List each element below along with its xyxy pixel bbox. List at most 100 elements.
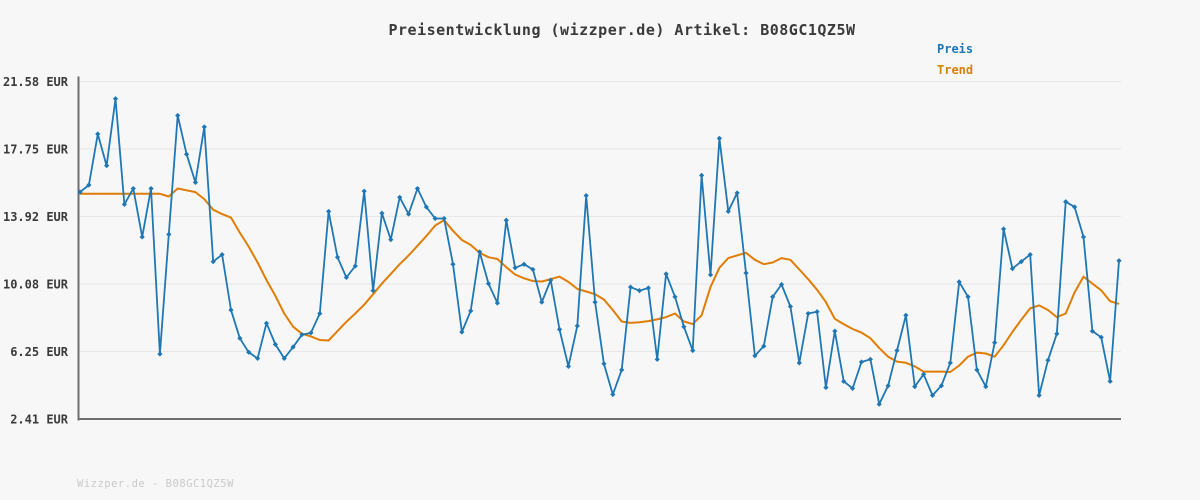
price-point-marker (956, 279, 962, 285)
price-point-marker (805, 310, 811, 317)
price-point-marker (272, 341, 278, 347)
price-point-marker (965, 294, 971, 300)
price-point-marker (832, 328, 838, 334)
price-point-marker (423, 204, 429, 210)
price-point-marker (255, 355, 261, 362)
price-point-marker (610, 391, 616, 398)
y-tick-label: 21.58 EUR (3, 75, 69, 89)
price-point-marker (441, 215, 447, 222)
price-point-marker (308, 330, 314, 336)
price-point-marker (1080, 234, 1087, 240)
y-tick-label: 2.41 EUR (10, 413, 69, 427)
price-point-marker (841, 378, 847, 384)
price-point-marker (183, 151, 190, 157)
price-point-marker (290, 344, 296, 350)
price-point-marker (938, 383, 944, 389)
price-point-marker (112, 96, 119, 102)
price-point-marker (326, 208, 332, 215)
y-tick-label: 10.08 EUR (3, 277, 69, 291)
y-tick-label: 6.25 EUR (10, 345, 69, 359)
price-point-marker (636, 288, 643, 294)
price-point-marker (95, 131, 101, 137)
price-point-marker (450, 261, 456, 267)
price-point-marker (485, 281, 492, 287)
price-point-marker (1036, 392, 1042, 399)
price-point-marker (281, 355, 287, 362)
price-point-marker (992, 339, 998, 346)
legend-label-preis: Preis (937, 42, 974, 56)
price-point-marker (743, 270, 749, 276)
price-point-marker (210, 259, 216, 265)
price-point-marker (867, 356, 873, 362)
price-point-marker (263, 320, 270, 326)
price-point-marker (379, 210, 385, 216)
price-point-marker (592, 299, 598, 305)
price-point-marker (139, 234, 145, 240)
price-point-marker (130, 185, 136, 192)
price-point-marker (370, 288, 376, 294)
price-point-marker (468, 308, 474, 314)
price-point-marker (530, 266, 536, 273)
price-point-marker (787, 303, 794, 310)
price-point-marker (707, 272, 714, 278)
price-point-marker (512, 265, 518, 271)
price-point-marker (166, 231, 172, 237)
price-point-marker (699, 172, 705, 178)
price-point-marker (983, 384, 989, 390)
price-point-marker (849, 385, 856, 391)
price-point-marker (974, 367, 980, 373)
price-point-marker (405, 211, 412, 217)
price-point-marker (503, 217, 509, 223)
price-point-marker (219, 251, 225, 258)
price-point-marker (681, 324, 687, 330)
y-tick-label: 17.75 EUR (3, 142, 69, 156)
price-point-marker (104, 163, 110, 169)
price-point-marker (947, 360, 953, 366)
price-point-marker (1089, 328, 1095, 334)
price-point-marker (858, 359, 865, 365)
price-point-marker (796, 360, 802, 366)
price-point-marker (388, 236, 394, 243)
price-point-marker (1000, 226, 1007, 232)
price-point-marker (556, 326, 563, 332)
price-point-marker (672, 294, 678, 300)
price-point-marker (1027, 251, 1033, 258)
legend-item-preis: Preis (937, 39, 973, 60)
price-point-marker (1045, 357, 1051, 363)
price-point-marker (627, 284, 634, 290)
price-point-marker (663, 271, 669, 277)
price-point-marker (148, 185, 154, 192)
legend-label-trend: Trend (937, 63, 974, 77)
price-point-marker (912, 384, 918, 390)
price-point-marker (361, 188, 367, 194)
price-point-marker (201, 124, 207, 130)
price-point-marker (299, 332, 305, 338)
price-point-marker (246, 349, 252, 355)
price-point-marker (734, 190, 740, 196)
chart-legend: Preis Trend (937, 39, 973, 81)
price-point-marker (876, 401, 882, 407)
price-point-marker (548, 277, 554, 283)
price-point-marker (574, 323, 580, 329)
legend-item-trend: Trend (937, 60, 973, 81)
price-point-marker (432, 215, 438, 222)
price-point-marker (1018, 259, 1024, 265)
price-point-marker (317, 310, 323, 317)
price-point-marker (645, 285, 651, 291)
price-point-marker (1071, 204, 1078, 210)
price-point-marker (778, 281, 785, 288)
price-point-marker (894, 347, 900, 354)
price-point-marker (459, 329, 465, 335)
price-point-marker (770, 294, 776, 300)
price-point-marker (929, 392, 936, 399)
price-point-marker (885, 383, 891, 389)
price-point-marker (903, 312, 909, 318)
price-point-marker (121, 201, 128, 207)
y-tick-label: 13.92 EUR (3, 210, 69, 224)
price-point-marker (690, 347, 696, 354)
price-point-marker (823, 384, 829, 391)
price-point-marker (414, 185, 421, 192)
price-point-marker (343, 274, 350, 281)
price-point-marker (619, 367, 625, 373)
